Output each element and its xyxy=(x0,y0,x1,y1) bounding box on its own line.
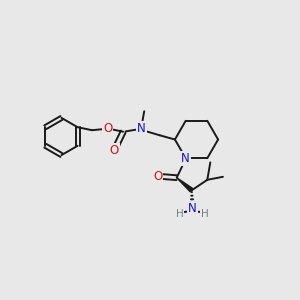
Text: H: H xyxy=(201,209,209,219)
Text: N: N xyxy=(137,122,146,135)
Text: O: O xyxy=(110,144,119,158)
Text: O: O xyxy=(103,122,112,135)
Text: O: O xyxy=(153,170,162,183)
Polygon shape xyxy=(177,178,193,192)
Text: N: N xyxy=(181,152,190,165)
Text: H: H xyxy=(176,209,184,219)
Text: N: N xyxy=(188,202,197,215)
